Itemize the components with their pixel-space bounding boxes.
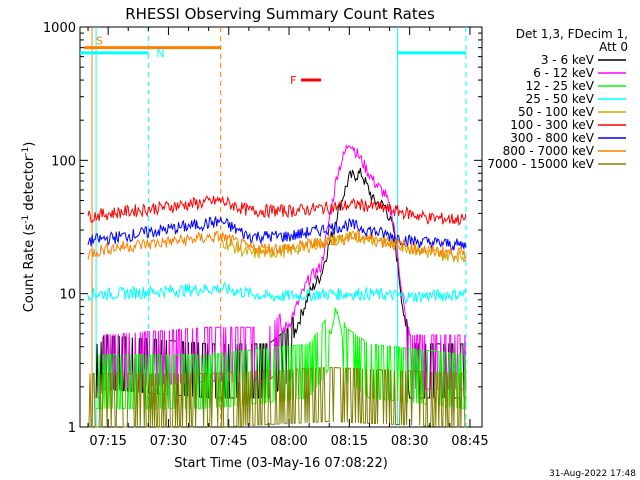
y-axis-label: Count Rate (s-1 detector-1)	[21, 142, 37, 313]
y-tick-label: 1000	[43, 21, 76, 36]
legend-label: 50 - 100 keV	[518, 105, 595, 119]
legend-label: 12 - 25 keV	[526, 79, 595, 93]
chart-title: RHESSI Observing Summary Count Rates	[125, 5, 435, 23]
series-line-5	[87, 195, 467, 226]
series-group	[87, 143, 467, 428]
x-tick-label: 08:30	[391, 434, 428, 449]
x-tick-label: 07:45	[210, 434, 247, 449]
legend-label: 800 - 7000 keV	[503, 144, 595, 158]
legend-header-line-2: Att 0	[599, 40, 628, 54]
x-tick-label: 07:15	[89, 434, 126, 449]
y-tick-label: 1	[68, 421, 76, 436]
footer-timestamp: 31-Aug-2022 17:48	[549, 469, 636, 479]
flare-label: F	[290, 74, 296, 87]
series-line-1	[96, 143, 467, 390]
x-axis: 07:15 07:30 07:45 08:00 08:15 08:30 08:45	[87, 27, 489, 449]
y-label-sup-1: -1	[21, 215, 31, 224]
legend-label: 6 - 12 keV	[533, 66, 595, 80]
y-label-part-2: detector	[22, 155, 37, 215]
x-tick-label: 08:45	[451, 434, 488, 449]
annotation-bars: S N F	[80, 35, 466, 87]
series-line-8	[88, 366, 466, 428]
y-label-sup-2: -1	[21, 147, 31, 156]
legend-label: 7000 - 15000 keV	[487, 157, 594, 171]
series-line-3	[87, 281, 467, 305]
night-label: N	[156, 47, 164, 60]
legend-label: 3 - 6 keV	[541, 53, 595, 67]
legend-label: 300 - 800 keV	[510, 131, 594, 145]
y-tick-label: 100	[51, 154, 76, 169]
x-axis-label: Start Time (03-May-16 07:08:22)	[174, 456, 388, 471]
saa-label: S	[96, 35, 103, 48]
x-tick-label: 08:00	[270, 434, 307, 449]
y-tick-label: 10	[59, 288, 76, 303]
legend-header-line-1: Det 1,3, FDecim 1,	[516, 27, 628, 41]
y-label-part-3: )	[22, 142, 37, 147]
y-axis: 1 10 100 1000	[43, 21, 482, 436]
y-label-part-1: Count Rate (s	[22, 224, 37, 313]
series-line-7	[87, 229, 467, 262]
x-tick-label: 07:30	[150, 434, 187, 449]
x-tick-label: 08:15	[331, 434, 368, 449]
legend-label: 100 - 300 keV	[510, 118, 594, 132]
legend-label: 25 - 50 keV	[526, 92, 595, 106]
